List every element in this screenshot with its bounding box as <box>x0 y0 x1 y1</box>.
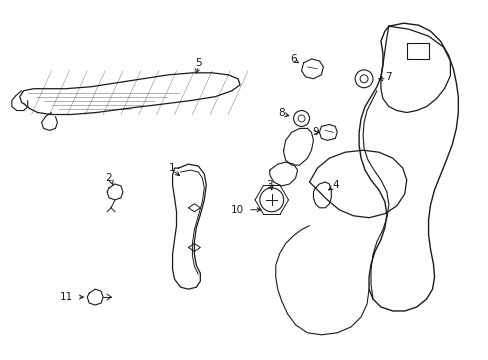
Text: 4: 4 <box>331 180 338 190</box>
Text: 5: 5 <box>195 58 201 68</box>
Text: 9: 9 <box>311 127 318 138</box>
Text: 1: 1 <box>169 163 176 173</box>
Text: 11: 11 <box>60 292 73 302</box>
Text: 3: 3 <box>266 180 273 190</box>
Text: 2: 2 <box>105 173 112 183</box>
Text: 6: 6 <box>290 54 296 64</box>
Text: 7: 7 <box>385 72 391 82</box>
Text: 10: 10 <box>230 205 244 215</box>
Text: 8: 8 <box>278 108 285 117</box>
